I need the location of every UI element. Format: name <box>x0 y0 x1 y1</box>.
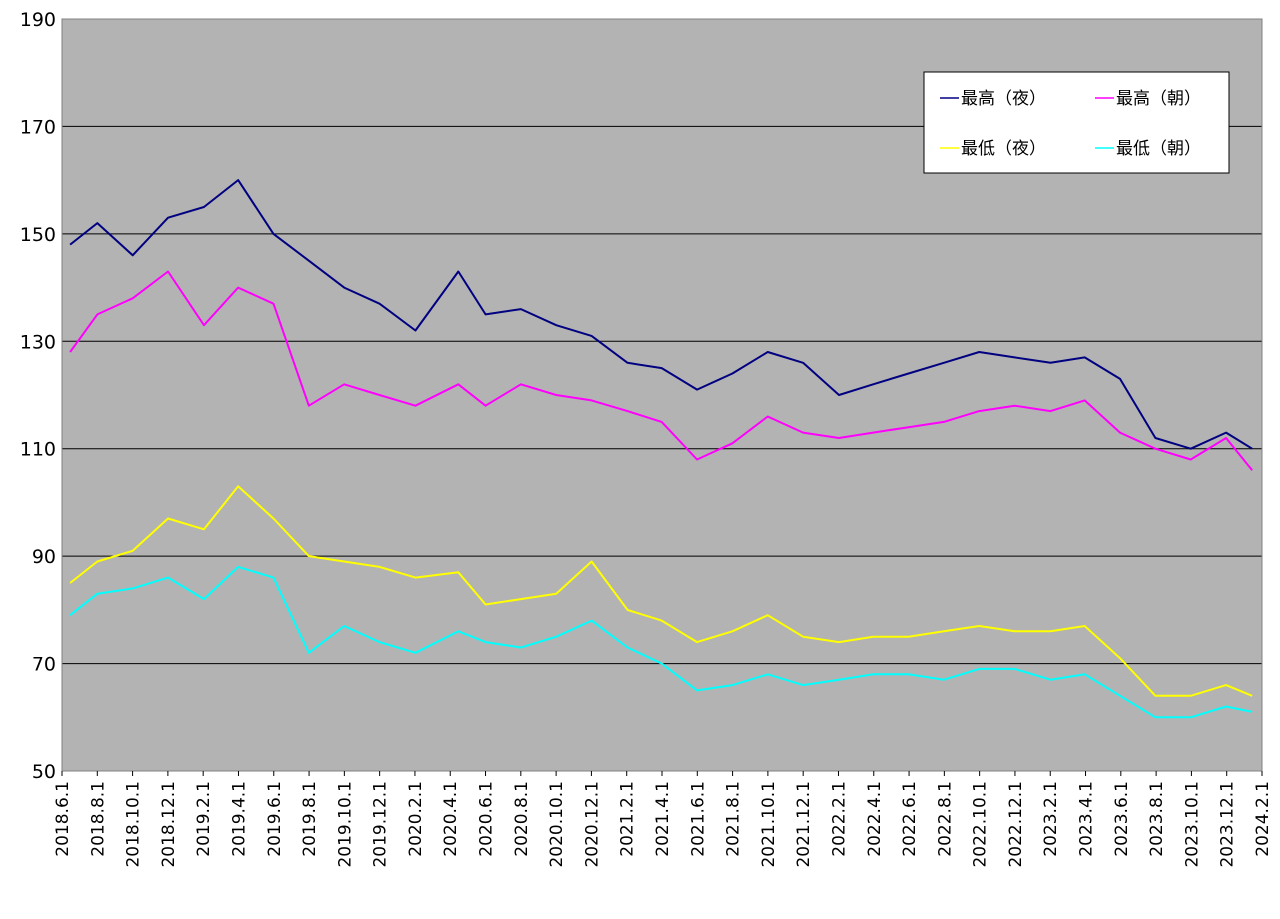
legend-label: 最高（朝） <box>1116 89 1201 109</box>
x-tick-label: 2022.2.1 <box>829 781 849 857</box>
x-tick-label: 2019.12.1 <box>371 781 391 868</box>
x-tick-label: 2023.4.1 <box>1077 781 1097 857</box>
x-tick-label: 2021.2.1 <box>618 781 638 857</box>
x-tick-label: 2023.2.1 <box>1041 781 1061 857</box>
y-tick-label: 110 <box>20 439 56 461</box>
legend: 最高（夜） 最高（朝） 最低（夜） 最低（朝） <box>923 71 1230 174</box>
series-layer <box>69 179 1253 719</box>
x-tick-label: 2022.4.1 <box>865 781 885 857</box>
y-tick-label: 50 <box>32 761 56 783</box>
x-tick-label: 2020.2.1 <box>406 781 426 857</box>
y-axis: 50 70 90 110 130 150 170 190 <box>20 9 56 783</box>
x-tick-label: 2019.8.1 <box>300 781 320 857</box>
x-tick-label: 2021.8.1 <box>724 781 744 857</box>
x-tick-label: 2018.10.1 <box>124 781 144 868</box>
x-tick-label: 2022.12.1 <box>1006 781 1026 868</box>
x-tick-label: 2023.8.1 <box>1147 781 1167 857</box>
legend-box <box>923 71 1230 174</box>
legend-label: 最低（朝） <box>1116 139 1201 159</box>
x-tick-label: 2019.10.1 <box>335 781 355 868</box>
x-tick-label: 2021.6.1 <box>688 781 708 857</box>
series-line-2 <box>69 485 1253 697</box>
x-tick-label: 2019.6.1 <box>265 781 285 857</box>
legend-label: 最低（夜） <box>961 139 1046 159</box>
x-tick-label: 2021.12.1 <box>794 781 814 868</box>
y-tick-label: 170 <box>20 116 56 138</box>
x-tick-label: 2020.8.1 <box>512 781 532 857</box>
x-tick-label: 2020.10.1 <box>547 781 567 868</box>
x-tick-label: 2018.12.1 <box>159 781 179 868</box>
x-tick-label: 2022.8.1 <box>935 781 955 857</box>
x-tick-label: 2023.12.1 <box>1218 781 1238 868</box>
y-tick-label: 130 <box>20 331 56 353</box>
x-tick-label: 2023.10.1 <box>1182 781 1202 868</box>
x-tick-label: 2019.4.1 <box>229 781 249 857</box>
x-tick-label: 2023.6.1 <box>1112 781 1132 857</box>
x-tick-label: 2024.2.1 <box>1253 781 1273 857</box>
x-tick-label: 2018.8.1 <box>88 781 108 857</box>
y-tick-label: 70 <box>32 654 56 676</box>
series-line-1 <box>69 270 1253 471</box>
y-tick-label: 150 <box>20 224 56 246</box>
series-line-3 <box>69 565 1253 719</box>
x-tick-label: 2018.6.1 <box>53 781 73 857</box>
x-tick-label: 2022.6.1 <box>900 781 920 857</box>
series-line-0 <box>69 179 1253 450</box>
y-tick-label: 90 <box>32 546 56 568</box>
x-tick-label: 2021.4.1 <box>653 781 673 857</box>
x-tick-label: 2021.10.1 <box>759 781 779 868</box>
x-axis: 2018.6.1 2018.8.1 2018.10.1 2018.12.1 2019.2… <box>53 771 1273 868</box>
x-tick-label: 2019.2.1 <box>194 781 214 857</box>
x-tick-label: 2022.10.1 <box>971 781 991 868</box>
x-tick-label: 2020.4.1 <box>441 781 461 857</box>
y-tick-label: 190 <box>20 9 56 31</box>
x-tick-label: 2020.12.1 <box>582 781 602 868</box>
legend-label: 最高（夜） <box>961 89 1046 109</box>
x-tick-label: 2020.6.1 <box>477 781 497 857</box>
